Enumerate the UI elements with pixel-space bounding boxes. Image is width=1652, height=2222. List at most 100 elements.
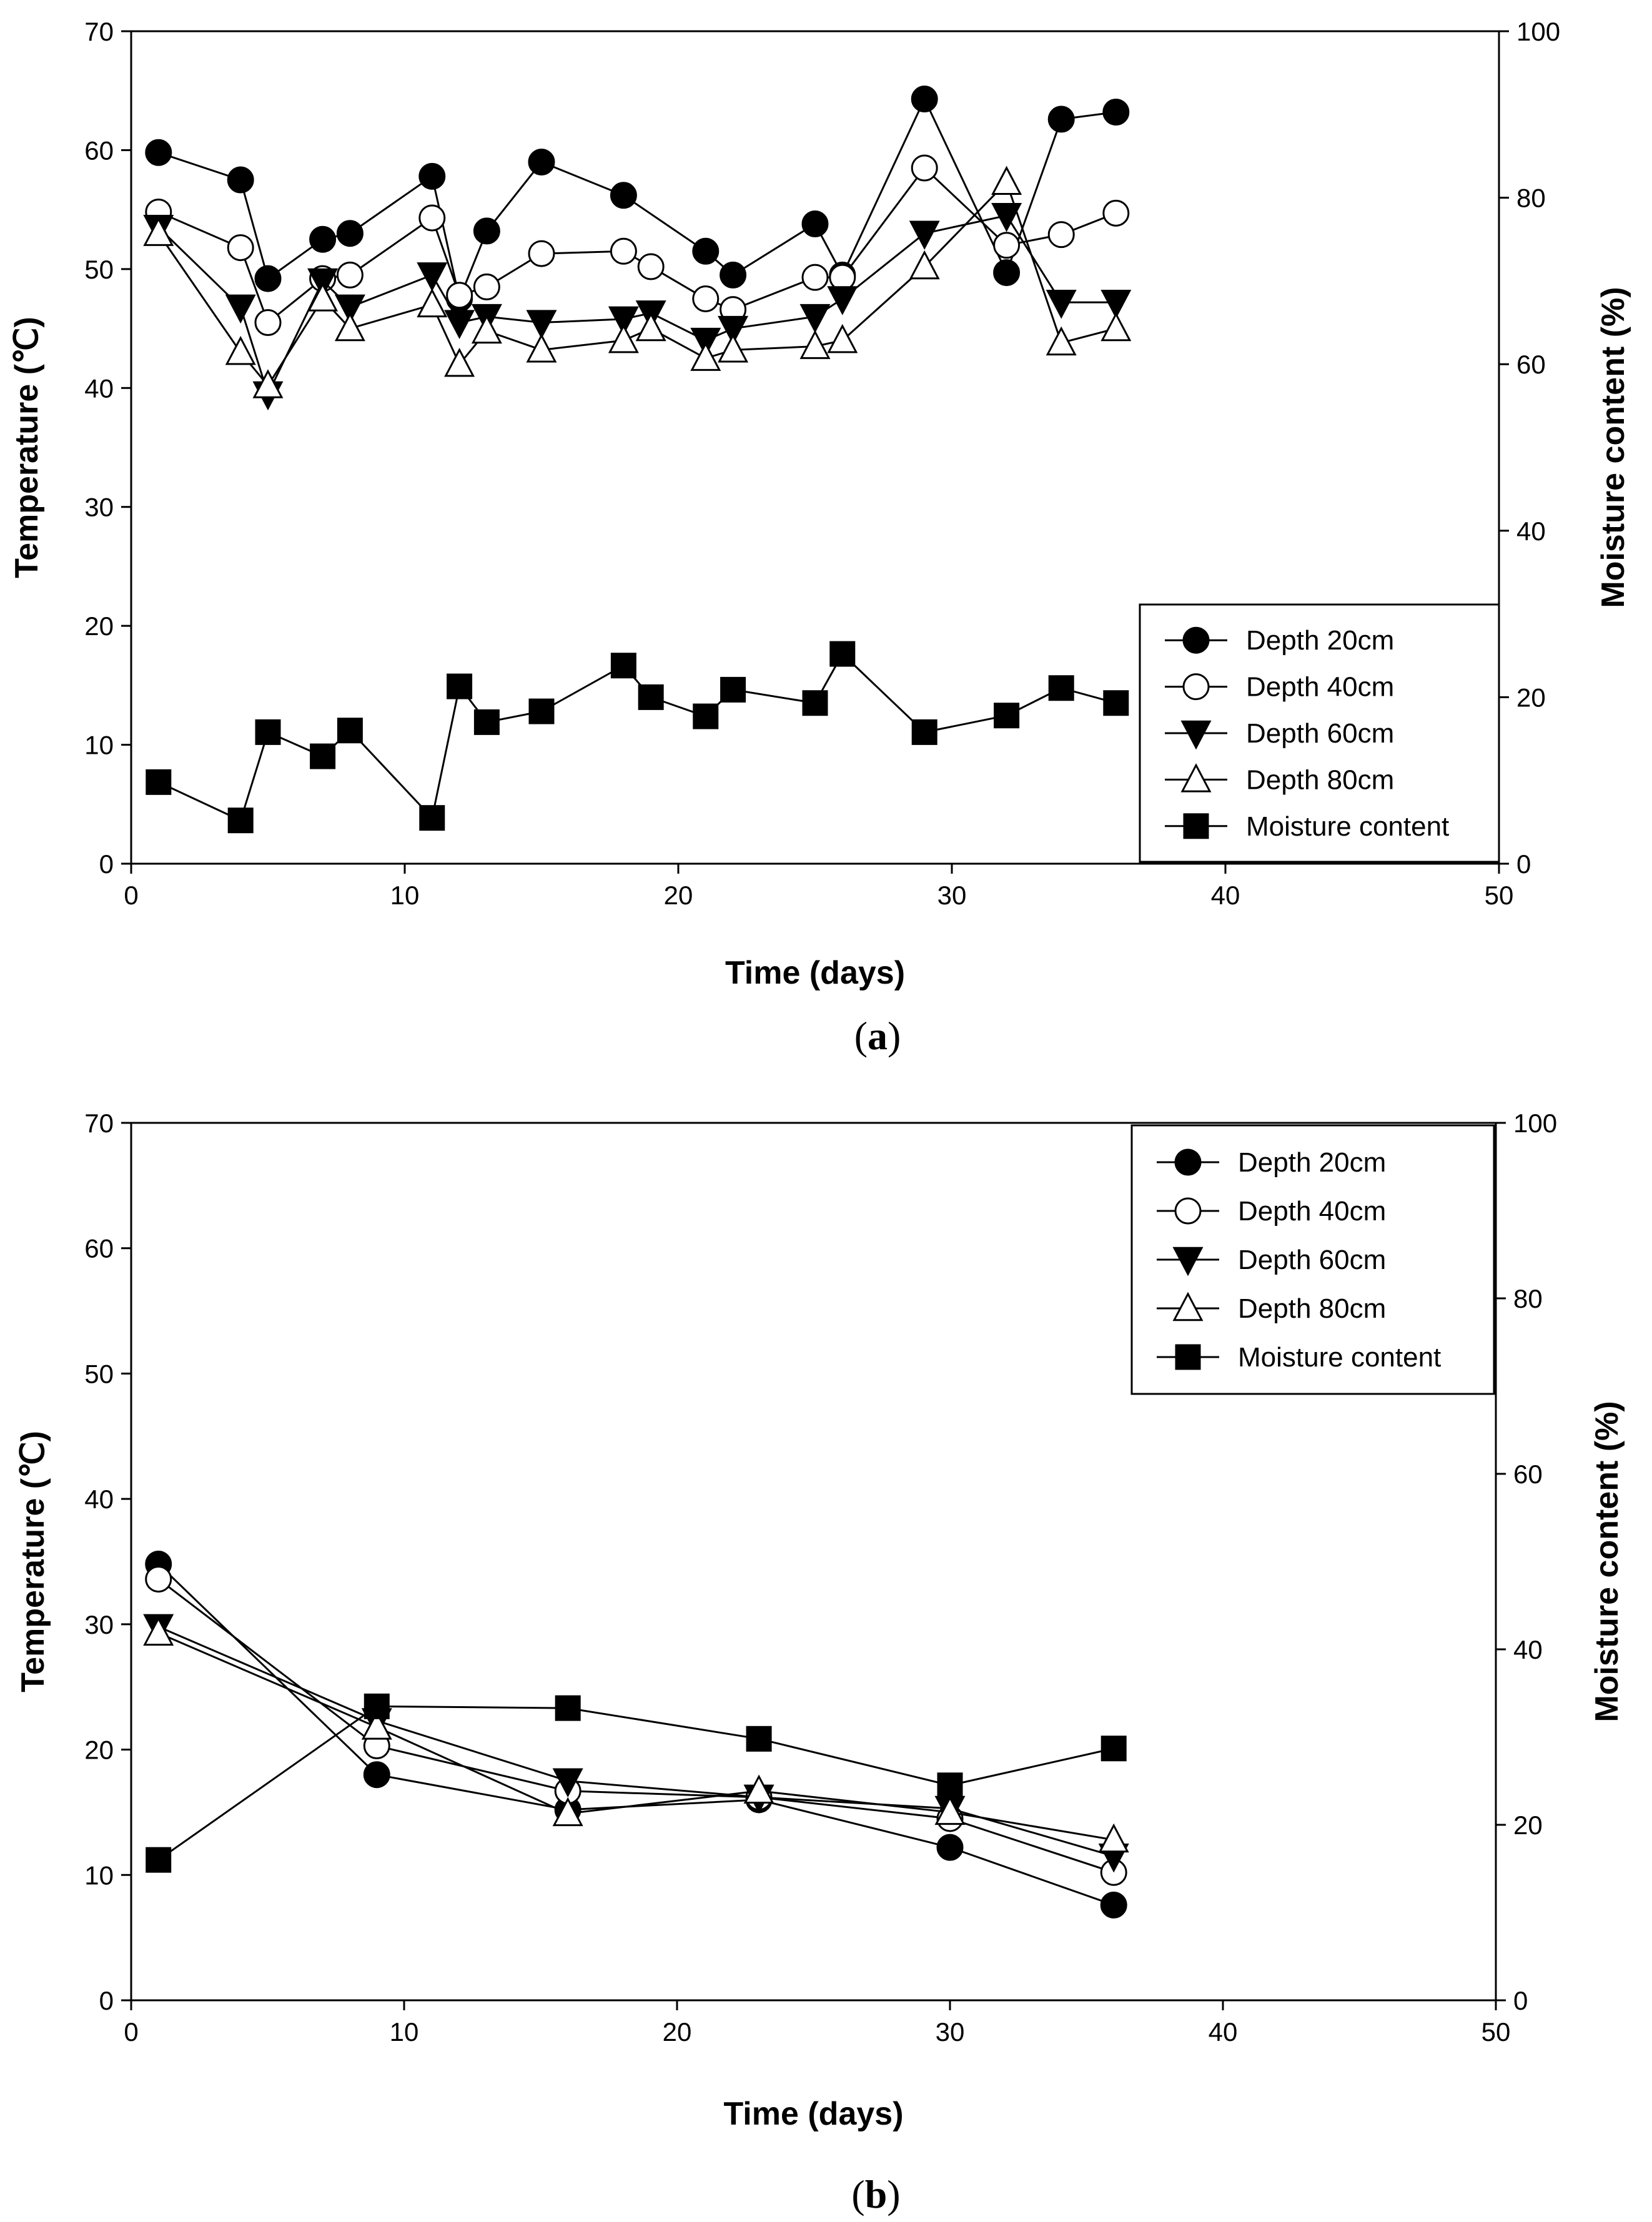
- data-point-depth-20cm: [692, 237, 720, 265]
- legend-label-depth-40cm: Depth 40cm: [1246, 672, 1394, 703]
- data-point-depth-60cm: [690, 327, 721, 357]
- y-tick-label: 40: [84, 373, 114, 403]
- plot-frame: [130, 30, 1500, 865]
- data-point-moisture-content: [227, 807, 254, 834]
- legend-marker-depth-20cm: [1174, 1148, 1202, 1176]
- data-point-depth-60cm: [526, 310, 557, 339]
- y-tick-label: 70: [84, 17, 114, 46]
- legend-label-depth-20cm: Depth 20cm: [1238, 1147, 1386, 1178]
- series-line-depth-20cm: [158, 97, 1116, 302]
- y2-axis-title: Moisture content (%): [1589, 1401, 1625, 1722]
- data-point-moisture-content: [1103, 690, 1129, 716]
- data-point-depth-80cm: [909, 250, 940, 280]
- legend-marker-depth-80cm: [1172, 1291, 1204, 1321]
- legend-marker-moisture-content: [1175, 1344, 1201, 1370]
- data-point-moisture-content: [447, 673, 473, 699]
- data-point-depth-60cm: [827, 286, 858, 315]
- data-point-depth-40cm: [692, 285, 720, 312]
- data-point-depth-40cm: [610, 237, 637, 265]
- legend-label-depth-80cm: Depth 80cm: [1246, 764, 1394, 795]
- data-point-depth-80cm: [827, 323, 858, 353]
- data-point-moisture-content: [337, 718, 363, 744]
- data-point-depth-80cm: [934, 1795, 966, 1825]
- data-point-depth-80cm: [252, 369, 284, 398]
- data-point-moisture-content: [310, 743, 336, 769]
- data-point-depth-80cm: [1098, 1823, 1129, 1853]
- y2-axis-title: Moisture content (%): [1595, 287, 1631, 608]
- data-point-depth-20cm: [309, 225, 337, 253]
- y2-tick-label: 60: [1516, 350, 1546, 379]
- data-point-depth-60cm: [1101, 289, 1132, 319]
- data-point-depth-40cm: [801, 264, 829, 291]
- data-point-depth-60cm: [307, 268, 339, 298]
- data-point-depth-80cm: [143, 1616, 174, 1646]
- legend-label-moisture-content: Moisture content: [1246, 811, 1449, 842]
- data-point-depth-80cm: [444, 347, 475, 377]
- data-point-depth-60cm: [552, 1768, 583, 1798]
- legend-label-depth-20cm: Depth 20cm: [1246, 625, 1394, 656]
- data-point-moisture-content: [473, 709, 500, 735]
- legend-marker-depth-40cm: [1182, 673, 1210, 701]
- chart-panel-a: 0 10 20 30 40 50010203040506070020406080100Ti…: [9, 17, 1631, 1058]
- data-point-depth-80cm: [743, 1774, 774, 1804]
- data-point-depth-40cm: [473, 273, 500, 300]
- data-point-depth-20cm: [336, 220, 364, 247]
- data-point-moisture-content: [693, 703, 719, 729]
- data-point-depth-40cm: [446, 282, 473, 309]
- data-point-depth-80cm: [143, 217, 174, 246]
- data-point-depth-20cm: [254, 265, 282, 292]
- data-point-depth-20cm: [801, 210, 829, 237]
- series-depth-80cm: [143, 165, 1132, 398]
- legend-label-depth-60cm: Depth 60cm: [1246, 718, 1394, 749]
- data-point-depth-80cm: [552, 1797, 583, 1827]
- legend-marker-depth-80cm: [1180, 763, 1212, 793]
- data-point-depth-60cm: [417, 262, 448, 292]
- y2-tick-label: 20: [1516, 683, 1546, 712]
- series-depth-60cm: [143, 1614, 1129, 1873]
- x-tick-label: 10: [390, 881, 420, 910]
- y-tick-label: 10: [84, 731, 114, 760]
- series-depth-80cm: [143, 1616, 1129, 1853]
- data-point-depth-20cm: [418, 162, 446, 190]
- y2-tick-label: 40: [1513, 1635, 1543, 1664]
- series-depth-60cm: [143, 202, 1132, 411]
- legend: Depth 20cm Depth 40cm Depth 60cm Depth 80cm…: [1139, 603, 1500, 863]
- data-point-moisture-content: [911, 719, 937, 745]
- x-tick-label: 50: [1485, 881, 1514, 910]
- y-tick-label: 70: [84, 1109, 114, 1138]
- series-line-depth-80cm: [158, 1632, 1114, 1841]
- legend-marker-depth-20cm: [1182, 626, 1210, 654]
- series-line-moisture-content: [157, 1705, 1114, 1861]
- legend-marker-moisture-content: [1183, 813, 1209, 839]
- y-tick-label: 30: [84, 1610, 114, 1639]
- y-tick-label: 60: [84, 136, 114, 165]
- data-point-depth-40cm: [254, 309, 282, 337]
- x-axis-title: Time (days): [725, 955, 905, 991]
- data-point-depth-40cm: [829, 264, 856, 291]
- data-point-depth-80cm: [690, 342, 721, 371]
- data-point-depth-40cm: [911, 154, 938, 182]
- x-tick-label: 0: [124, 2017, 138, 2047]
- data-point-depth-80cm: [417, 288, 448, 318]
- data-point-depth-20cm: [993, 259, 1021, 287]
- series-line-depth-40cm: [157, 1578, 1114, 1874]
- data-point-moisture-content: [610, 653, 636, 679]
- legend-label-depth-40cm: Depth 40cm: [1238, 1196, 1386, 1227]
- y-tick-label: 20: [84, 1736, 114, 1765]
- data-point-depth-20cm: [610, 182, 637, 209]
- data-point-moisture-content: [255, 719, 281, 745]
- legend-label-depth-80cm: Depth 80cm: [1238, 1293, 1386, 1324]
- y-tick-label: 60: [84, 1234, 114, 1263]
- data-point-depth-40cm: [637, 253, 665, 280]
- data-point-moisture-content: [555, 1695, 581, 1721]
- data-point-depth-80cm: [471, 314, 502, 344]
- y-tick-label: 50: [84, 1359, 114, 1388]
- data-point-moisture-content: [146, 1847, 172, 1873]
- data-point-depth-80cm: [991, 165, 1022, 195]
- y2-tick-label: 0: [1513, 1986, 1528, 2015]
- y-tick-label: 10: [84, 1860, 114, 1890]
- data-point-depth-80cm: [307, 282, 339, 312]
- data-point-depth-40cm: [528, 240, 555, 267]
- legend-marker-depth-40cm: [1174, 1197, 1202, 1225]
- series-line-depth-20cm: [157, 1563, 1114, 1906]
